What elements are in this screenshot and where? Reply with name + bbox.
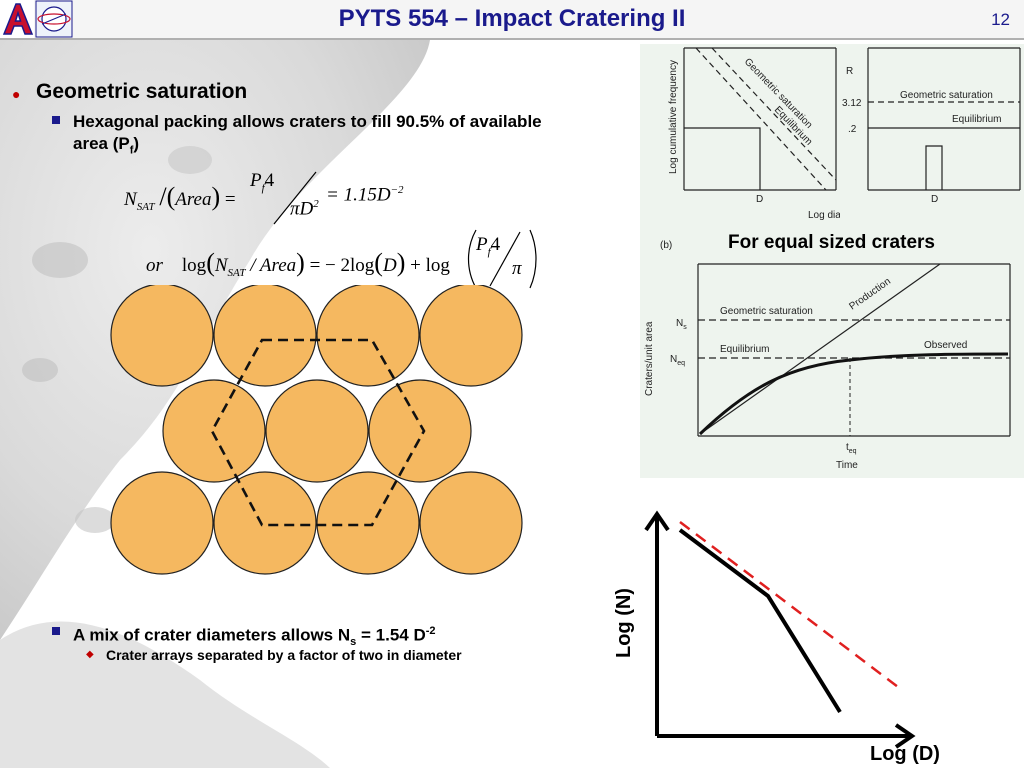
right-line-eq: Equilibrium <box>952 114 1001 125</box>
figure-top-right-plot: R 3.12 .2 Geometric saturation Equilibri… <box>842 47 1021 205</box>
crater-circle <box>110 471 214 575</box>
figure-caption: For equal sized craters <box>728 232 935 253</box>
sketch-xlabel: Log (D) <box>870 743 940 765</box>
hexagon-outline <box>210 338 426 527</box>
bottom-line-obs: Observed <box>924 340 967 351</box>
top-xtick: D <box>756 194 763 205</box>
right-line-geo: Geometric saturation <box>900 90 993 101</box>
crater-circle <box>213 285 317 387</box>
equation-1-rhs: = 1.15D−2 <box>326 184 404 206</box>
crater-circle <box>110 285 214 387</box>
top-line-geo: Geometric saturation <box>742 56 814 130</box>
log-sketch-plot: Log (N) Log (D) <box>613 510 940 765</box>
hexagonal-packing-diagram <box>110 285 523 575</box>
top-xlabel: Log diameter <box>808 210 840 221</box>
sketch-ylabel: Log (N) <box>613 588 635 658</box>
right-tick-2: .2 <box>848 124 857 135</box>
crater-circle <box>419 285 523 387</box>
equation-2-denominator: π <box>512 258 522 279</box>
sketch-y-arrowhead <box>644 510 670 532</box>
equation-2-large-paren <box>467 229 537 289</box>
slide-title: PYTS 554 – Impact Cratering II <box>338 5 686 32</box>
university-logo-icon <box>0 0 73 38</box>
panel-label: (b) <box>660 240 672 251</box>
crater-circle <box>213 471 317 575</box>
bullet-geometric-saturation: Geometric saturation <box>36 80 248 103</box>
page-number: 12 <box>991 10 1010 29</box>
crater-circle <box>419 471 523 575</box>
bottom-xlabel: Time <box>836 460 858 471</box>
tick-neq: Neq <box>670 354 685 367</box>
equation-2: or log(NSAT / Area) = − 2log(D) + log <box>146 248 450 279</box>
right-ylabel: R <box>846 66 853 77</box>
bottom-xtick: teq <box>846 442 857 455</box>
bottom-line-eq: Equilibrium <box>720 344 769 355</box>
right-xtick: D <box>931 194 938 205</box>
equation-1-numerator: Pf4 <box>250 170 275 194</box>
top-ylabel: Log cumulative frequency <box>668 60 679 174</box>
sketch-dashed-line <box>679 521 903 691</box>
figure-bottom-plot: (b) Craters/unit area Ns Neq Geometric s… <box>644 240 1011 471</box>
sketch-solid-line <box>678 528 842 714</box>
slide-header: PYTS 554 – Impact Cratering II 12 <box>0 0 1024 40</box>
lunar-background-image <box>0 40 430 768</box>
crater-circle <box>162 379 266 483</box>
fraction-slash-1 <box>273 171 317 225</box>
crater-circle <box>265 379 369 483</box>
bullet-hexagonal-packing: Hexagonal packing allows craters to fill… <box>73 112 542 157</box>
crater-circle <box>316 471 420 575</box>
bottom-line-prod: Production <box>847 276 892 312</box>
figure-top-left-plot: Log cumulative frequency Geometric satur… <box>668 47 840 221</box>
right-tick-1: 3.12 <box>842 98 862 109</box>
equation-1-denominator: πD2 <box>290 198 319 220</box>
crater-circle <box>316 285 420 387</box>
crater-circle <box>368 379 472 483</box>
equation-2-numerator: Pf4 <box>476 234 501 258</box>
square-bullet-icon <box>52 627 60 635</box>
figure-panel <box>640 44 1024 478</box>
bottom-line-geo: Geometric saturation <box>720 306 813 317</box>
sketch-x-arrowhead <box>894 723 916 749</box>
diamond-bullet-icon: ◆ <box>86 649 94 660</box>
equation-1: NSAT /(Area) = <box>124 182 236 213</box>
bullet-mix-diameters: A mix of crater diameters allows Ns = 1.… <box>73 625 436 649</box>
bullet-crater-arrays: Crater arrays separated by a factor of t… <box>106 647 462 663</box>
square-bullet-icon <box>52 116 60 124</box>
bullet-red-icon: ● <box>12 86 21 102</box>
bottom-ylabel: Craters/unit area <box>644 321 655 396</box>
tick-ns: Ns <box>676 318 687 331</box>
